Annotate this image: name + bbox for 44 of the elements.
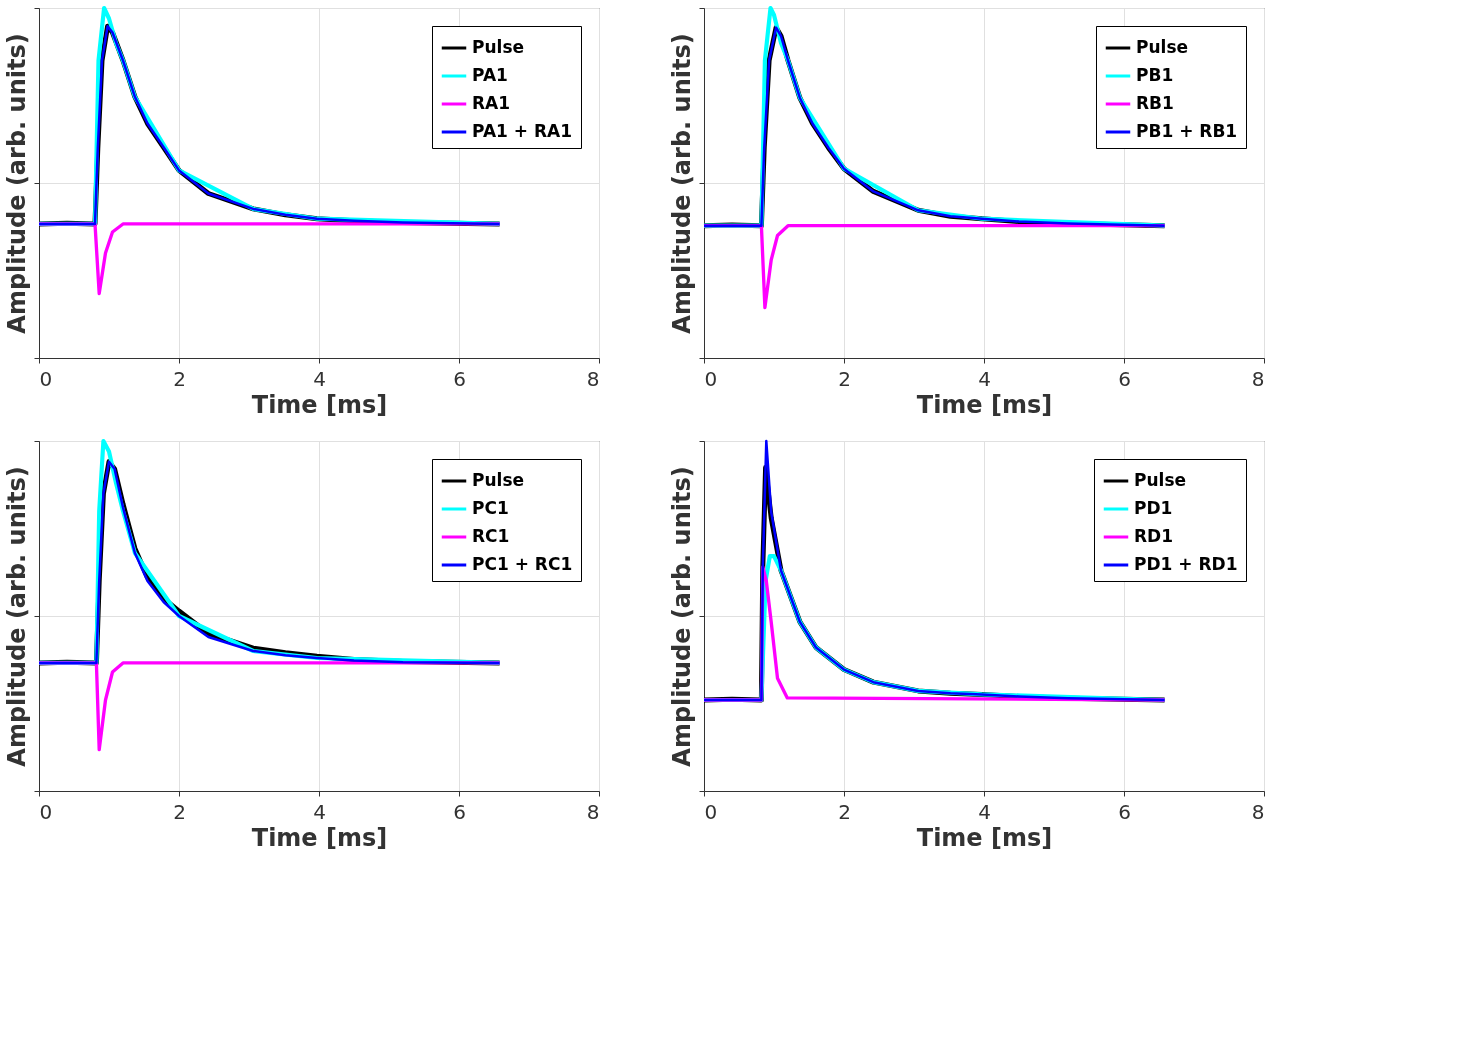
x-axis-title: Time [ms]	[251, 390, 388, 419]
legend-label: Pulse	[472, 470, 525, 490]
legend-label: RA1	[472, 93, 511, 113]
x-tick-label: 2	[173, 366, 186, 391]
x-tick-label: 8	[586, 366, 600, 391]
y-axis-title: Amplitude (arb. units)	[668, 33, 696, 334]
legend-label: RB1	[1136, 93, 1174, 113]
legend-label: Pulse	[472, 37, 525, 57]
x-tick-label: 4	[313, 799, 326, 824]
x-tick-label: 8	[586, 799, 600, 824]
legend-label: PD1 + RD1	[1134, 554, 1238, 574]
x-tick-label: 4	[978, 799, 991, 824]
legend-label: Pulse	[1134, 470, 1187, 490]
x-axis-title: Time [ms]	[916, 390, 1053, 419]
legend-label: PA1	[472, 65, 508, 85]
x-axis-title: Time [ms]	[251, 823, 388, 852]
y-axis-title: Amplitude (arb. units)	[668, 466, 696, 767]
x-axis-title: Time [ms]	[916, 823, 1053, 852]
x-tick-label: 0	[704, 799, 718, 824]
x-tick-label: 6	[453, 799, 466, 824]
x-tick-label: 2	[173, 799, 186, 824]
legend-label: PA1 + RA1	[472, 121, 573, 141]
x-tick-label: 6	[1118, 799, 1131, 824]
y-axis-title: Amplitude (arb. units)	[3, 466, 31, 767]
x-tick-label: 2	[838, 799, 851, 824]
legend-label: PC1 + RC1	[472, 554, 573, 574]
x-tick-label: 0	[39, 366, 53, 391]
x-tick-label: 8	[1251, 366, 1265, 391]
legend-label: PB1 + RB1	[1136, 121, 1238, 141]
y-axis-title: Amplitude (arb. units)	[3, 33, 31, 334]
legend-label: PD1	[1134, 498, 1173, 518]
x-tick-label: 0	[39, 799, 53, 824]
x-tick-label: 4	[978, 366, 991, 391]
x-tick-label: 2	[838, 366, 851, 391]
legend-label: PC1	[472, 498, 509, 518]
legend-label: RC1	[472, 526, 510, 546]
x-tick-label: 6	[1118, 366, 1131, 391]
x-tick-label: 6	[453, 366, 466, 391]
x-tick-label: 0	[704, 366, 718, 391]
x-tick-label: 8	[1251, 799, 1265, 824]
x-tick-label: 4	[313, 366, 326, 391]
legend-label: PB1	[1136, 65, 1174, 85]
legend-label: Pulse	[1136, 37, 1189, 57]
legend-label: RD1	[1134, 526, 1174, 546]
